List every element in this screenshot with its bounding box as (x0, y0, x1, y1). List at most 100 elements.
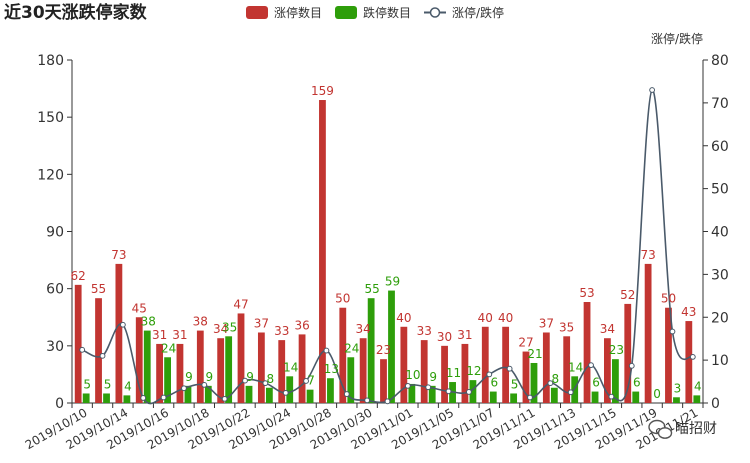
ratio-point (588, 362, 594, 369)
limit-down-bar (428, 385, 436, 403)
limit-down-value-label: 38 (141, 315, 156, 329)
limit-down-bar (245, 385, 253, 403)
ratio-point (649, 87, 656, 93)
limit-down-bar (489, 391, 497, 403)
legend-item-ratio[interactable]: 涨停/跌停 (424, 5, 504, 20)
ratio-point (201, 382, 208, 388)
limit-up-bar (237, 313, 245, 403)
right-y-tick-label: 80 (711, 53, 729, 69)
limit-up-bar (156, 343, 163, 403)
limit-down-bar (143, 330, 151, 403)
limit-down-bar (103, 393, 110, 403)
limit-down-bar (632, 391, 640, 403)
legend-marker-ratio (429, 7, 441, 18)
ratio-point (384, 398, 391, 405)
limit-up-value-label: 50 (335, 292, 350, 306)
chart-title: 近30天涨跌停家数 (4, 2, 148, 23)
limit-down-bar (164, 357, 171, 403)
limit-up-bar (644, 263, 652, 403)
limit-down-bar (367, 298, 375, 403)
legend-label-ratio: 涨停/跌停 (452, 5, 504, 20)
limit-up-bar (563, 336, 571, 403)
limit-up-bar (359, 338, 367, 403)
limit-up-value-label: 55 (91, 282, 106, 296)
ratio-point (404, 382, 411, 389)
limit-down-value-label: 0 (653, 387, 661, 401)
ratio-point (425, 384, 432, 391)
limit-down-bar (225, 336, 233, 403)
limit-up-bar (624, 303, 632, 403)
limit-up-value-label: 73 (111, 248, 126, 262)
bars (74, 100, 701, 404)
limit-up-bar (74, 284, 82, 403)
limit-down-value-label: 5 (83, 377, 91, 391)
limit-down-value-label: 24 (161, 341, 176, 355)
right-y-tick-label: 60 (711, 139, 729, 155)
ratio-point (343, 391, 350, 397)
limit-up-value-label: 34 (600, 322, 615, 336)
limit-up-bar (135, 317, 143, 403)
limit-down-value-label: 14 (568, 360, 583, 374)
limit-up-value-label: 37 (254, 316, 269, 330)
limit-down-bar (286, 376, 294, 403)
limit-up-value-label: 37 (539, 316, 554, 330)
limit-up-bar (441, 345, 448, 403)
wechat-icon (648, 419, 673, 439)
limit-down-value-label: 9 (185, 370, 193, 384)
limit-up-bar (257, 332, 265, 403)
ratio-point (445, 388, 452, 395)
ratio-point (364, 397, 371, 404)
limit-up-value-label: 43 (681, 305, 696, 319)
limit-down-bar (184, 385, 192, 403)
limit-up-value-label: 33 (274, 324, 289, 338)
limit-up-value-label: 33 (417, 324, 432, 338)
limit-up-bar (502, 326, 510, 403)
limit-up-value-label: 50 (661, 292, 676, 306)
limit-up-value-label: 40 (478, 311, 493, 325)
legend[interactable]: 涨停数目 跌停数目 涨停/跌停 (246, 5, 504, 20)
limit-up-bar (481, 326, 489, 403)
limit-down-value-label: 11 (446, 366, 461, 380)
ratio-point (323, 347, 330, 354)
left-y-tick-label: 30 (46, 339, 64, 355)
left-y-tick-label: 0 (55, 396, 64, 412)
legend-item-limit-up[interactable]: 涨停数目 (246, 5, 322, 20)
limit-up-bar (522, 351, 530, 403)
right-y-tick-label: 50 (711, 182, 729, 198)
limit-down-value-label: 6 (592, 376, 600, 390)
legend-label-limit-down: 跌停数目 (363, 5, 411, 20)
limit-up-value-label: 34 (213, 322, 228, 336)
limit-up-value-label: 23 (376, 343, 391, 357)
limit-up-bar (461, 343, 469, 403)
limit-down-value-label: 55 (365, 282, 380, 296)
right-y-tick-label: 10 (711, 353, 729, 369)
limit-down-value-label: 12 (466, 364, 481, 378)
limit-down-bar (306, 389, 314, 403)
limit-up-bar (665, 307, 672, 403)
ratio-point (486, 371, 493, 378)
legend-item-limit-down[interactable]: 跌停数目 (335, 5, 411, 20)
limit-down-value-label: 4 (124, 379, 132, 393)
limit-up-bar (685, 321, 693, 403)
ratio-point (242, 377, 248, 384)
ratio-point (628, 362, 635, 369)
ratio-point (303, 378, 309, 384)
left-y-tick-label: 180 (37, 53, 64, 69)
limit-up-bar (196, 330, 204, 403)
limit-up-bar (542, 332, 550, 403)
limit-up-bar (319, 100, 326, 404)
ratio-point (160, 394, 167, 401)
limit-down-bar (204, 385, 212, 403)
limit-down-value-label: 6 (490, 376, 498, 390)
right-y-tick-label: 0 (711, 396, 720, 412)
limit-up-value-label: 31 (457, 328, 472, 342)
limit-up-value-label: 31 (152, 328, 167, 342)
limit-up-value-label: 40 (498, 311, 513, 325)
limit-up-bar (380, 359, 387, 403)
limit-down-bar (123, 395, 131, 403)
ratio-point (608, 393, 615, 400)
limit-down-bar (530, 362, 538, 403)
limit-down-bar (408, 383, 416, 403)
ratio-point (282, 389, 289, 396)
limit-down-bar (347, 357, 355, 403)
